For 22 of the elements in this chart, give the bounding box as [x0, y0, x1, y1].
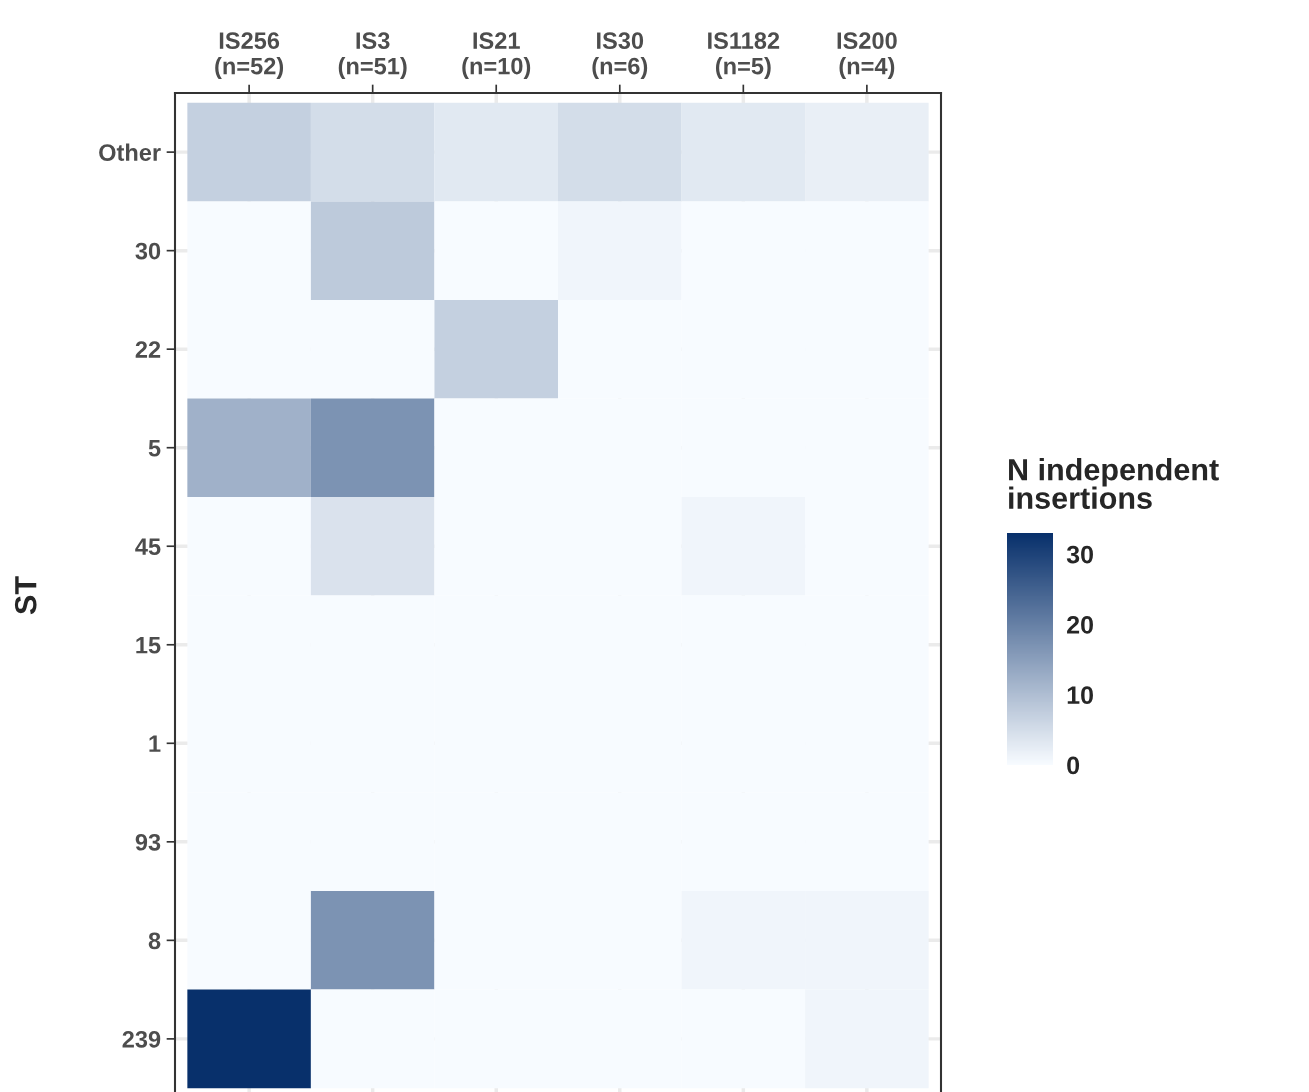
color-bar-label: 20: [1067, 616, 1093, 634]
y-tick-label: 8: [148, 932, 161, 950]
color-bar-label: 0: [1067, 756, 1080, 775]
y-axis-title: ST: [14, 576, 37, 615]
color-bar-label: 10: [1067, 686, 1093, 704]
y-tick-label: 5: [148, 440, 161, 457]
legend-title: N independent insertions: [1009, 458, 1219, 509]
y-tick-label: 30: [135, 242, 161, 260]
x-tick-label: IS200 (n=4): [837, 32, 897, 80]
y-tick-label: 15: [136, 637, 161, 654]
x-tick-label: IS3 (n=51): [338, 32, 407, 80]
y-tick-label: 239: [122, 1030, 161, 1048]
x-tick-label: IS30 (n=6): [592, 32, 648, 80]
y-tick-label: 93: [135, 833, 161, 851]
color-bar-label: 30: [1066, 545, 1093, 564]
y-tick-label: Other: [99, 143, 161, 161]
y-tick-label: 22: [135, 341, 161, 358]
x-tick-label: IS1182 (n=5): [708, 32, 780, 80]
x-tick-label: IS256 (n=52): [215, 32, 284, 80]
y-tick-label: 45: [135, 538, 161, 556]
x-tick-label: IS21 (n=10): [462, 32, 531, 80]
y-tick-label: 1: [149, 735, 161, 752]
